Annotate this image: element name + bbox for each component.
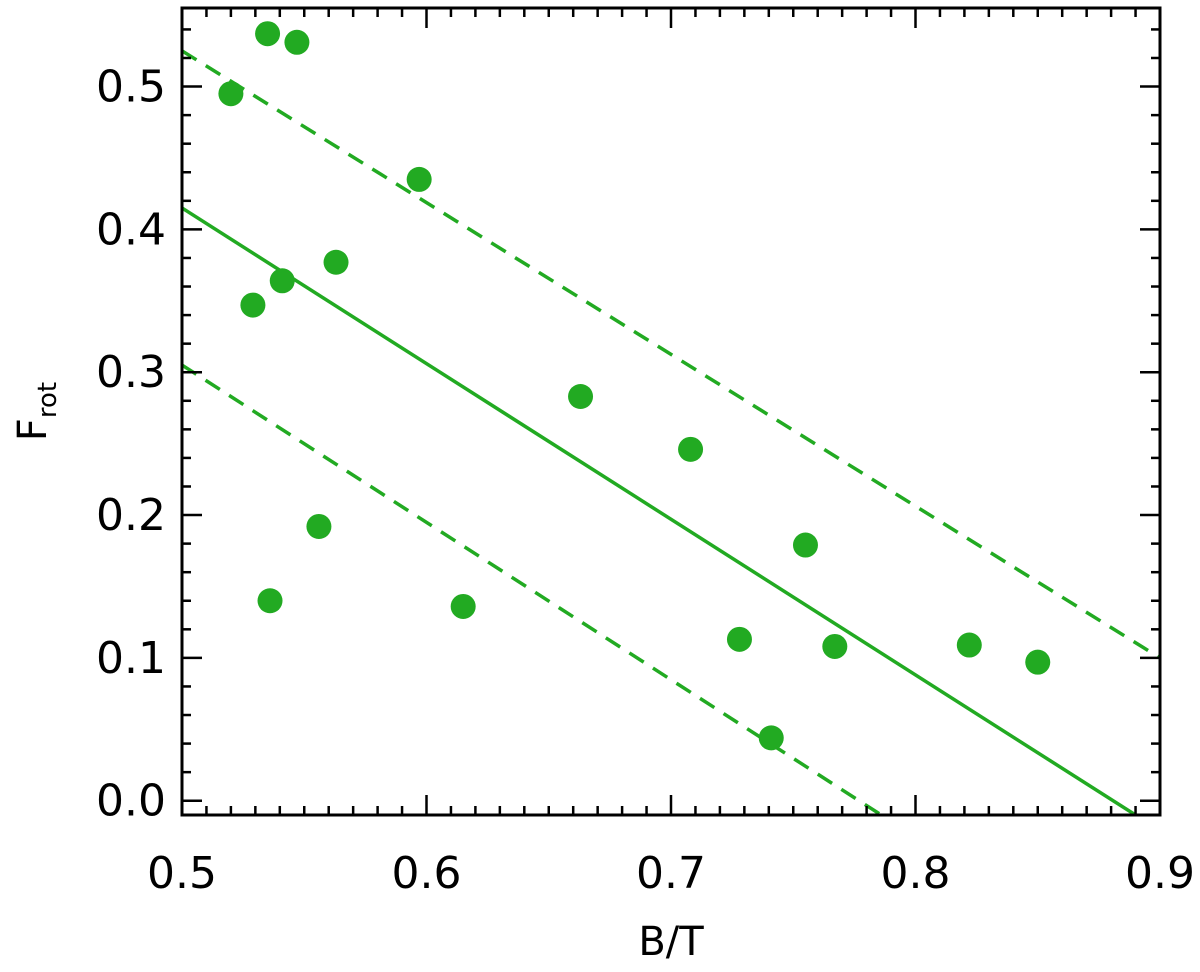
data-point: [257, 588, 283, 614]
x-axis-title: B/T: [638, 919, 704, 965]
data-point: [678, 436, 704, 462]
x-tick-label: 0.6: [392, 848, 462, 899]
plot-frame: [180, 6, 1162, 817]
x-tick-label: 0.8: [881, 848, 951, 899]
data-point: [406, 166, 432, 192]
x-tick-label: 0.7: [636, 848, 706, 899]
data-point: [306, 513, 332, 539]
x-tick-labels: 0.5 0.6 0.7 0.8 0.9: [147, 848, 1195, 899]
data-point: [269, 268, 295, 294]
y-tick-labels: 0.0 0.1 0.2 0.3 0.4 0.5: [96, 62, 166, 827]
data-point: [450, 593, 476, 619]
x-tick-label: 0.5: [147, 848, 217, 899]
fit-line-dashed-1: [182, 49, 1160, 660]
data-point: [255, 21, 281, 47]
data-point: [240, 292, 266, 318]
data-point: [1025, 649, 1051, 675]
data-point: [956, 632, 982, 658]
y-axis-title-main: F: [10, 418, 56, 441]
data-point: [726, 626, 752, 652]
y-axis-title-subscript: rot: [33, 382, 63, 418]
data-point: [323, 249, 349, 275]
y-tick-label: 0.4: [96, 204, 166, 255]
y-tick-label: 0.1: [96, 633, 166, 684]
data-point: [218, 81, 244, 107]
y-axis-title: Frot: [10, 382, 63, 441]
y-tick-label: 0.0: [96, 776, 166, 827]
y-tick-label: 0.3: [96, 347, 166, 398]
data-points: [218, 21, 1051, 751]
axis-ticks: [180, 8, 1162, 815]
y-tick-label: 0.2: [96, 490, 166, 541]
y-tick-label: 0.5: [96, 62, 166, 113]
fit-lines: [182, 49, 1160, 815]
data-point: [792, 532, 818, 558]
data-point: [822, 633, 848, 659]
data-point: [568, 384, 594, 410]
x-tick-label: 0.9: [1125, 848, 1195, 899]
data-point: [758, 725, 784, 751]
fit-line: [182, 206, 1137, 815]
data-point: [284, 29, 310, 55]
